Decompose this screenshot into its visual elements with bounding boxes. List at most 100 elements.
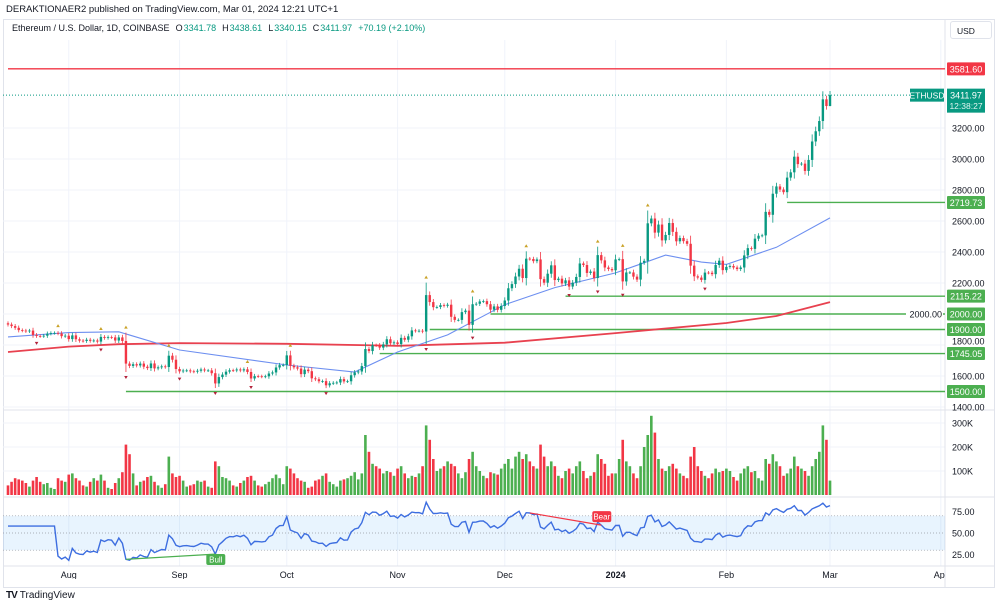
candle <box>582 261 585 268</box>
candle <box>707 271 710 275</box>
candle <box>700 275 703 283</box>
pivot-high-marker <box>288 343 293 347</box>
volume-bar <box>728 471 732 495</box>
volume-bar <box>496 474 499 495</box>
level-label-bg <box>947 307 985 321</box>
candle-body <box>635 276 639 280</box>
volume-bar <box>385 471 389 495</box>
candle <box>396 340 399 347</box>
volume-bar <box>239 483 242 495</box>
candle-body <box>221 374 224 378</box>
volume-bar <box>767 463 771 495</box>
candle-body <box>24 330 28 332</box>
candle-body <box>164 366 167 368</box>
volume-bar <box>256 485 260 495</box>
candle <box>228 368 231 374</box>
volume-bar <box>753 471 757 495</box>
volume-bar <box>249 475 253 495</box>
volume-bar <box>231 485 235 495</box>
pivot-high-marker <box>245 359 250 363</box>
candle <box>239 367 242 373</box>
candle <box>235 367 238 373</box>
volume-bar <box>49 487 53 495</box>
volume-bar <box>331 484 335 495</box>
candle <box>628 270 632 275</box>
volume-bar <box>335 486 339 495</box>
candle <box>828 91 832 107</box>
volume-bar <box>146 477 149 495</box>
volume-bar <box>660 468 664 495</box>
candle <box>550 261 553 278</box>
candle-body <box>346 381 349 383</box>
candles <box>6 91 832 389</box>
candle-body <box>307 369 310 372</box>
candle-body <box>428 295 431 303</box>
volume-bar <box>482 475 485 495</box>
volume-bar <box>374 466 378 495</box>
candle <box>421 328 424 334</box>
candle <box>542 276 546 286</box>
candle-body <box>760 235 764 237</box>
volume-bar <box>828 480 832 495</box>
candle-body <box>110 337 113 338</box>
level-label-text: 2115.22 <box>950 292 982 302</box>
level-label: 1500.00 <box>947 385 985 398</box>
candle-body <box>135 364 138 366</box>
candle <box>735 265 739 272</box>
candle <box>432 298 435 311</box>
volume-bar <box>356 479 360 495</box>
candle <box>725 264 728 273</box>
pivot-low-marker <box>99 348 103 352</box>
candle-body <box>49 333 53 334</box>
pivot-low-marker <box>249 385 253 389</box>
ma-fast-line <box>7 217 831 373</box>
candle-body <box>149 363 153 369</box>
candle-body <box>510 284 514 289</box>
currency-button[interactable]: USD <box>950 21 992 39</box>
volume-bar <box>682 475 685 495</box>
candle <box>650 215 653 227</box>
footer-brand[interactable]: TradingView <box>19 590 75 601</box>
candle <box>403 335 406 342</box>
candle <box>760 233 764 238</box>
volume-bar <box>378 468 381 495</box>
volume-bar <box>160 487 163 495</box>
pivot-low-marker <box>703 287 707 291</box>
candle-body <box>353 372 356 376</box>
candle-body <box>718 260 721 266</box>
volume-bar <box>124 444 128 495</box>
candle-body <box>399 337 403 345</box>
candle-body <box>78 339 81 341</box>
candle <box>231 368 235 373</box>
low-value: 3340.15 <box>274 23 307 33</box>
candle-body <box>131 364 135 366</box>
candle-body <box>535 259 539 262</box>
candle <box>6 321 10 327</box>
volume-bar <box>224 478 228 495</box>
candle <box>671 218 674 237</box>
volume-bar <box>625 461 628 495</box>
time-tick-label: Apr <box>934 570 948 580</box>
candle <box>750 246 753 251</box>
volume-bar <box>760 480 764 495</box>
candle-body <box>89 339 92 341</box>
volume-bar <box>603 463 607 495</box>
volume-bar <box>664 471 667 495</box>
candle-body <box>264 376 267 378</box>
candle-body <box>328 383 331 386</box>
volume-bar <box>814 459 818 495</box>
volume-bar <box>735 480 739 495</box>
candle <box>342 376 346 384</box>
candle-body <box>335 382 339 384</box>
candle-body <box>778 186 782 190</box>
candle <box>457 318 460 322</box>
candle-body <box>714 265 717 275</box>
candle <box>660 218 664 247</box>
time-tick-label: Nov <box>390 570 407 580</box>
candle <box>528 257 532 261</box>
candle <box>567 276 571 290</box>
level-label-text: 2719.73 <box>950 198 983 208</box>
candle <box>196 368 199 374</box>
candle-body <box>174 359 178 370</box>
